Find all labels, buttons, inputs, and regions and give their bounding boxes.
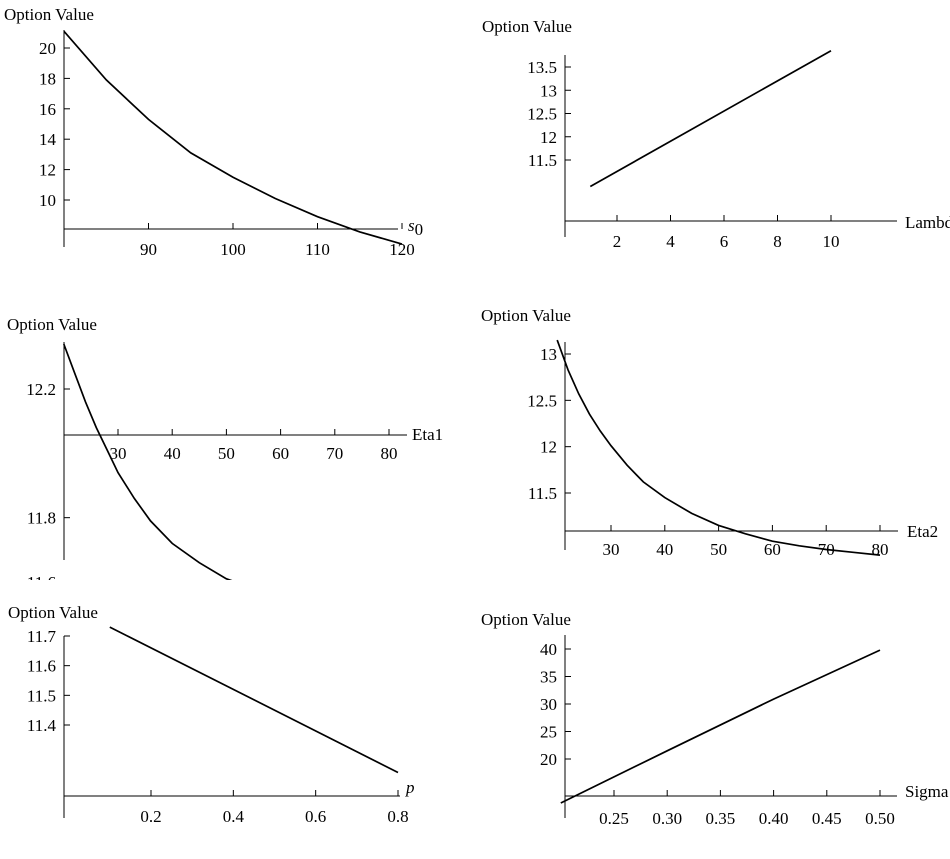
- x-tick-label: 100: [220, 240, 246, 259]
- x-tick-label: 90: [140, 240, 157, 259]
- y-tick-label: 12.2: [26, 380, 56, 399]
- y-tick-label: 12: [39, 161, 56, 180]
- x-tick-label: 0.35: [706, 809, 736, 828]
- y-tick-label: 25: [540, 723, 557, 742]
- x-axis-label: Sigma: [905, 782, 949, 801]
- y-tick-label: 12.5: [527, 105, 557, 124]
- x-tick-label: 0.2: [140, 807, 161, 826]
- chart-option-value-vs-sigma: Option Value 20 25 30 35 40 0.25 0.30 0.35 0.40 0.…: [481, 610, 949, 828]
- series-line: [589, 49, 832, 188]
- x-tick-label: 0.25: [599, 809, 629, 828]
- y-tick-label: 11.6: [27, 573, 56, 580]
- y-tick-label: 13: [540, 345, 557, 364]
- x-tick-label: 2: [613, 232, 622, 251]
- x-tick-label: 10: [823, 232, 840, 251]
- x-axis-label: Eta2: [907, 522, 938, 541]
- x-tick-label: 0.30: [652, 809, 682, 828]
- y-tick-label: 13: [540, 81, 557, 100]
- y-axis-label: Option Value: [482, 17, 572, 36]
- x-tick-label: 0.6: [305, 807, 326, 826]
- y-tick-label: 18: [39, 69, 56, 88]
- y-tick-label: 11.8: [27, 509, 56, 528]
- x-tick-label: 60: [764, 540, 781, 559]
- y-axis-label: Option Value: [4, 5, 94, 24]
- y-tick-label: 13.5: [527, 58, 557, 77]
- y-axis-label: Option Value: [481, 610, 571, 629]
- x-tick-label: 70: [326, 444, 343, 463]
- y-tick-label: 40: [540, 640, 557, 659]
- chart-option-value-vs-p: Option Value 11.4 11.5 11.6 11.7 0.2 0.4 0.6 0.8…: [8, 603, 415, 826]
- y-tick-label: 11.4: [27, 716, 57, 735]
- y-tick-label: 20: [39, 39, 56, 58]
- x-tick-label: 4: [666, 232, 675, 251]
- y-tick-label: 12: [540, 128, 557, 147]
- chart-option-value-vs-eta1: Option Value 12.2 11.8 11.6 30 40 50 60 70 80 Eta1: [7, 315, 443, 580]
- y-tick-label: 11.5: [528, 484, 557, 503]
- series-line: [560, 649, 881, 804]
- x-tick-label: 0.45: [812, 809, 842, 828]
- x-tick-label: 0.40: [759, 809, 789, 828]
- x-tick-label: 80: [381, 444, 398, 463]
- x-tick-label: 0.50: [865, 809, 895, 828]
- y-tick-label: 11.5: [27, 686, 56, 705]
- x-tick-label: 6: [720, 232, 729, 251]
- x-tick-label: 120: [389, 240, 415, 259]
- x-axis-label: p: [405, 778, 415, 797]
- chart-option-value-vs-lambda: Option Value 11.5 12 12.5 13 13.5 2 4 6 8 10 Lambda: [482, 17, 950, 251]
- x-axis-label: Eta1: [412, 425, 443, 444]
- x-tick-label: 40: [656, 540, 673, 559]
- y-tick-label: 14: [39, 130, 57, 149]
- x-tick-label: 50: [710, 540, 727, 559]
- series-line: [63, 343, 233, 580]
- x-tick-label: 30: [603, 540, 620, 559]
- y-tick-label: 11.5: [528, 151, 557, 170]
- y-tick-label: 12: [540, 438, 557, 457]
- series-line: [63, 30, 403, 245]
- x-tick-label: 30: [110, 444, 127, 463]
- x-tick-label: 0.8: [387, 807, 408, 826]
- series-line: [556, 339, 881, 556]
- x-tick-label: 110: [305, 240, 330, 259]
- x-tick-label: 0.4: [223, 807, 245, 826]
- x-tick-label: 50: [218, 444, 235, 463]
- x-tick-label: 40: [164, 444, 181, 463]
- y-axis-label: Option Value: [7, 315, 97, 334]
- y-tick-label: 16: [39, 100, 56, 119]
- y-tick-label: 35: [540, 668, 557, 687]
- x-tick-label: 8: [773, 232, 782, 251]
- y-axis-label: Option Value: [481, 306, 571, 325]
- y-tick-label: 11.6: [27, 657, 56, 676]
- y-tick-label: 30: [540, 695, 557, 714]
- y-tick-label: 10: [39, 191, 56, 210]
- x-axis-label: s0: [408, 216, 423, 239]
- y-tick-label: 11.7: [27, 627, 57, 646]
- x-tick-label: 60: [272, 444, 289, 463]
- y-axis-label: Option Value: [8, 603, 98, 622]
- series-line: [109, 626, 399, 774]
- x-axis-label: Lambda: [905, 213, 950, 232]
- x-tick-label: 80: [872, 540, 889, 559]
- y-tick-label: 12.5: [527, 391, 557, 410]
- y-tick-label: 20: [540, 750, 557, 769]
